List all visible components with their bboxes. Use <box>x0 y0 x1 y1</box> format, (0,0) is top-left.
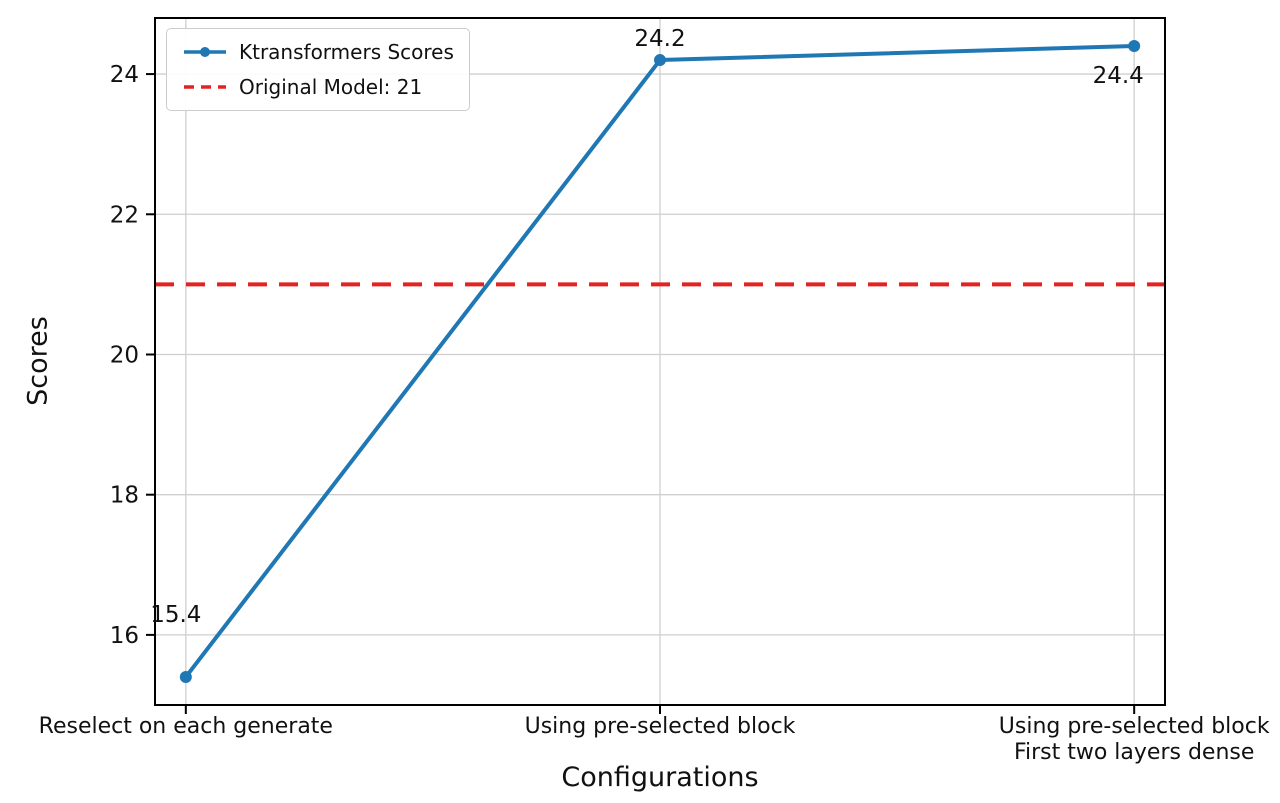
point-value-label: 24.4 <box>1093 63 1144 89</box>
series-line-icon <box>184 47 226 57</box>
y-axis-label: Scores <box>22 316 54 406</box>
y-tick-label: 18 <box>110 483 139 509</box>
x-axis-label: Configurations <box>561 762 759 793</box>
y-tick-label: 22 <box>110 202 139 228</box>
data-point-marker <box>654 54 666 67</box>
legend-entry-series: Ktransformers Scores <box>182 40 454 64</box>
dashed-line-icon <box>184 85 226 89</box>
legend: Ktransformers Scores Original Model: 21 <box>166 28 470 111</box>
legend-series-label: Ktransformers Scores <box>239 40 454 64</box>
x-tick-label: Using pre-selected block <box>525 714 796 739</box>
x-tick-label: First two layers dense <box>1014 740 1254 765</box>
y-tick-label: 24 <box>110 62 139 88</box>
point-value-label: 15.4 <box>150 602 201 628</box>
y-tick-label: 16 <box>110 623 139 649</box>
legend-entry-reference: Original Model: 21 <box>182 75 454 99</box>
data-point-marker <box>179 670 192 683</box>
data-point-marker <box>1128 40 1141 53</box>
legend-series-marker <box>200 47 210 57</box>
legend-reference-label: Original Model: 21 <box>239 75 423 99</box>
x-tick-label: Using pre-selected block <box>999 714 1270 739</box>
point-value-label: 24.2 <box>634 26 685 52</box>
y-tick-label: 20 <box>110 342 139 368</box>
x-tick-label: Reselect on each generate <box>39 714 333 739</box>
